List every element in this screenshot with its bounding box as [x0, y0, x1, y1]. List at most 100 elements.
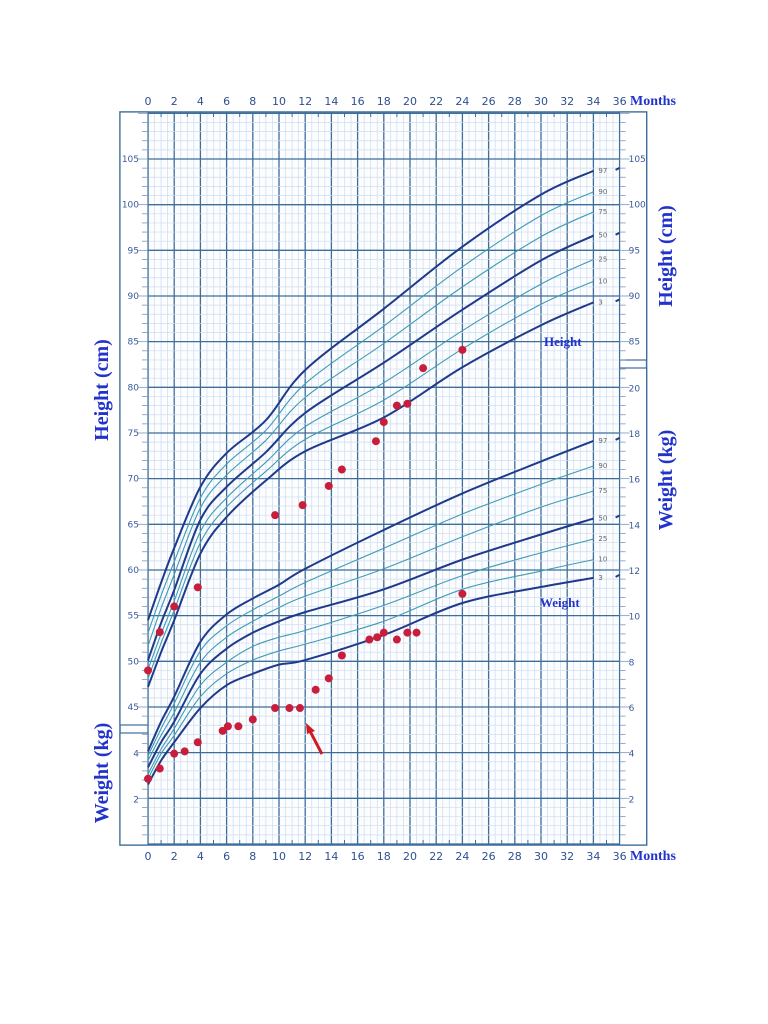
weight-percentile-50-label: 50 — [598, 515, 607, 523]
weight-curve-label: Weight — [540, 595, 580, 610]
x-tick-label-bottom: 30 — [534, 850, 548, 863]
weight-tick-label-left: 4 — [133, 750, 139, 760]
weight-percentile-97-marker — [615, 437, 621, 441]
height-tick-label-right: 105 — [629, 155, 646, 165]
weight-title-left: Weight (kg) — [91, 723, 113, 824]
x-tick-label-bottom: 36 — [613, 850, 627, 863]
weight-tick-label-right: 20 — [629, 384, 641, 394]
x-tick-label-bottom: 22 — [429, 850, 443, 863]
height-tick-label-right: 95 — [629, 246, 640, 256]
x-axis-label-bottom: Months — [630, 849, 676, 864]
weight-data-point — [180, 747, 189, 756]
right-weight-column — [618, 367, 648, 846]
x-tick-label-bottom: 16 — [351, 850, 365, 863]
right-height-column — [618, 111, 648, 361]
height-tick-label-left: 55 — [128, 612, 139, 622]
x-tick-label-bottom: 0 — [145, 850, 152, 863]
weight-percentile-10-curve — [147, 559, 594, 780]
weight-data-point — [324, 674, 333, 683]
height-tick-label-right: 100 — [629, 201, 646, 211]
weight-percentile-25-curve — [147, 538, 594, 775]
x-tick-label-bottom: 6 — [223, 850, 230, 863]
x-tick-label-top: 0 — [145, 95, 152, 108]
x-tick-label-top: 16 — [351, 95, 365, 108]
height-percentile-90-curve — [147, 191, 594, 634]
weight-data-point — [365, 635, 374, 644]
x-tick-label-bottom: 10 — [272, 850, 286, 863]
percentile-curves: 97 90 75 50 25 10 3 97 90 75 50 25 10 3 — [147, 167, 621, 785]
weight-data-point — [218, 726, 227, 735]
weight-data-point — [412, 628, 421, 637]
x-tick-label-top: 24 — [455, 95, 469, 108]
red-arrow-annotation — [305, 723, 324, 755]
weight-data-point — [155, 764, 164, 773]
weight-percentile-3-marker — [615, 573, 621, 578]
weight-data-point — [458, 589, 467, 598]
height-data-point — [144, 666, 152, 675]
weight-percentile-90-label: 90 — [598, 462, 607, 470]
axis-columns — [119, 111, 648, 846]
height-data-point — [337, 465, 346, 474]
x-tick-label-bottom: 32 — [560, 850, 574, 863]
weight-tick-label-right: 12 — [629, 567, 640, 577]
weight-percentile-75-curve — [147, 490, 594, 761]
height-percentile-3-curve — [147, 301, 594, 688]
weight-percentile-3-curve — [147, 576, 594, 785]
weight-data-point — [311, 685, 320, 694]
x-tick-label-bottom: 8 — [249, 850, 256, 863]
weight-percentile-25-label: 25 — [598, 535, 607, 543]
x-tick-label-top: 2 — [171, 95, 178, 108]
weight-data-point — [285, 704, 294, 713]
weight-data-point — [295, 704, 304, 713]
x-tick-label-top: 8 — [249, 95, 256, 108]
weight-title-right: Weight (kg) — [655, 430, 677, 531]
height-percentile-3-marker — [615, 298, 621, 303]
weight-tick-label-right: 8 — [629, 658, 635, 668]
height-percentile-10-label: 10 — [598, 277, 607, 285]
x-tick-label-top: 14 — [324, 95, 338, 108]
weight-data-point — [144, 774, 152, 783]
height-data-point — [170, 602, 179, 611]
weight-data-point — [373, 633, 382, 642]
height-percentile-90-label: 90 — [598, 188, 607, 196]
x-tick-label-top: 36 — [613, 95, 627, 108]
x-tick-label-bottom: 2 — [171, 850, 178, 863]
weight-tick-label-right: 14 — [629, 521, 641, 531]
height-tick-label-left: 75 — [128, 429, 139, 439]
weight-tick-label-right: 2 — [629, 795, 635, 805]
weight-data-point — [234, 722, 243, 731]
height-tick-label-left: 70 — [128, 475, 140, 485]
x-tick-label-top: 12 — [298, 95, 312, 108]
x-tick-label-bottom: 34 — [586, 850, 600, 863]
x-tick-label-bottom: 26 — [482, 850, 496, 863]
height-tick-label-right: 85 — [629, 338, 640, 348]
height-percentile-25-label: 25 — [598, 255, 607, 263]
height-tick-label-left: 60 — [128, 566, 140, 576]
weight-data-point — [392, 635, 401, 644]
x-tick-label-bottom: 20 — [403, 850, 417, 863]
x-tick-label-bottom: 4 — [197, 850, 204, 863]
x-tick-label-bottom: 12 — [298, 850, 312, 863]
height-data-point — [458, 345, 467, 354]
weight-tick-label-right: 10 — [629, 613, 641, 623]
grid — [147, 112, 621, 845]
height-data-point — [271, 511, 280, 520]
arrow-shaft — [307, 728, 324, 755]
weight-percentile-10-label: 10 — [598, 556, 607, 564]
weight-percentile-3-label: 3 — [598, 574, 602, 582]
weight-tick-label-right: 6 — [629, 704, 635, 714]
x-tick-label-bottom: 24 — [455, 850, 469, 863]
height-percentile-50-label: 50 — [598, 232, 607, 240]
x-tick-label-top: 30 — [534, 95, 548, 108]
height-tick-label-left: 50 — [128, 657, 140, 667]
height-percentile-97-label: 97 — [598, 167, 607, 175]
x-tick-label-top: 6 — [223, 95, 230, 108]
height-tick-label-left: 90 — [128, 292, 140, 302]
x-tick-label-top: 26 — [482, 95, 496, 108]
height-tick-label-left: 65 — [128, 520, 139, 530]
x-tick-label-top: 4 — [197, 95, 204, 108]
weight-data-point — [170, 749, 179, 758]
height-curve-label: Height — [544, 334, 582, 349]
weight-data-point — [193, 738, 202, 747]
